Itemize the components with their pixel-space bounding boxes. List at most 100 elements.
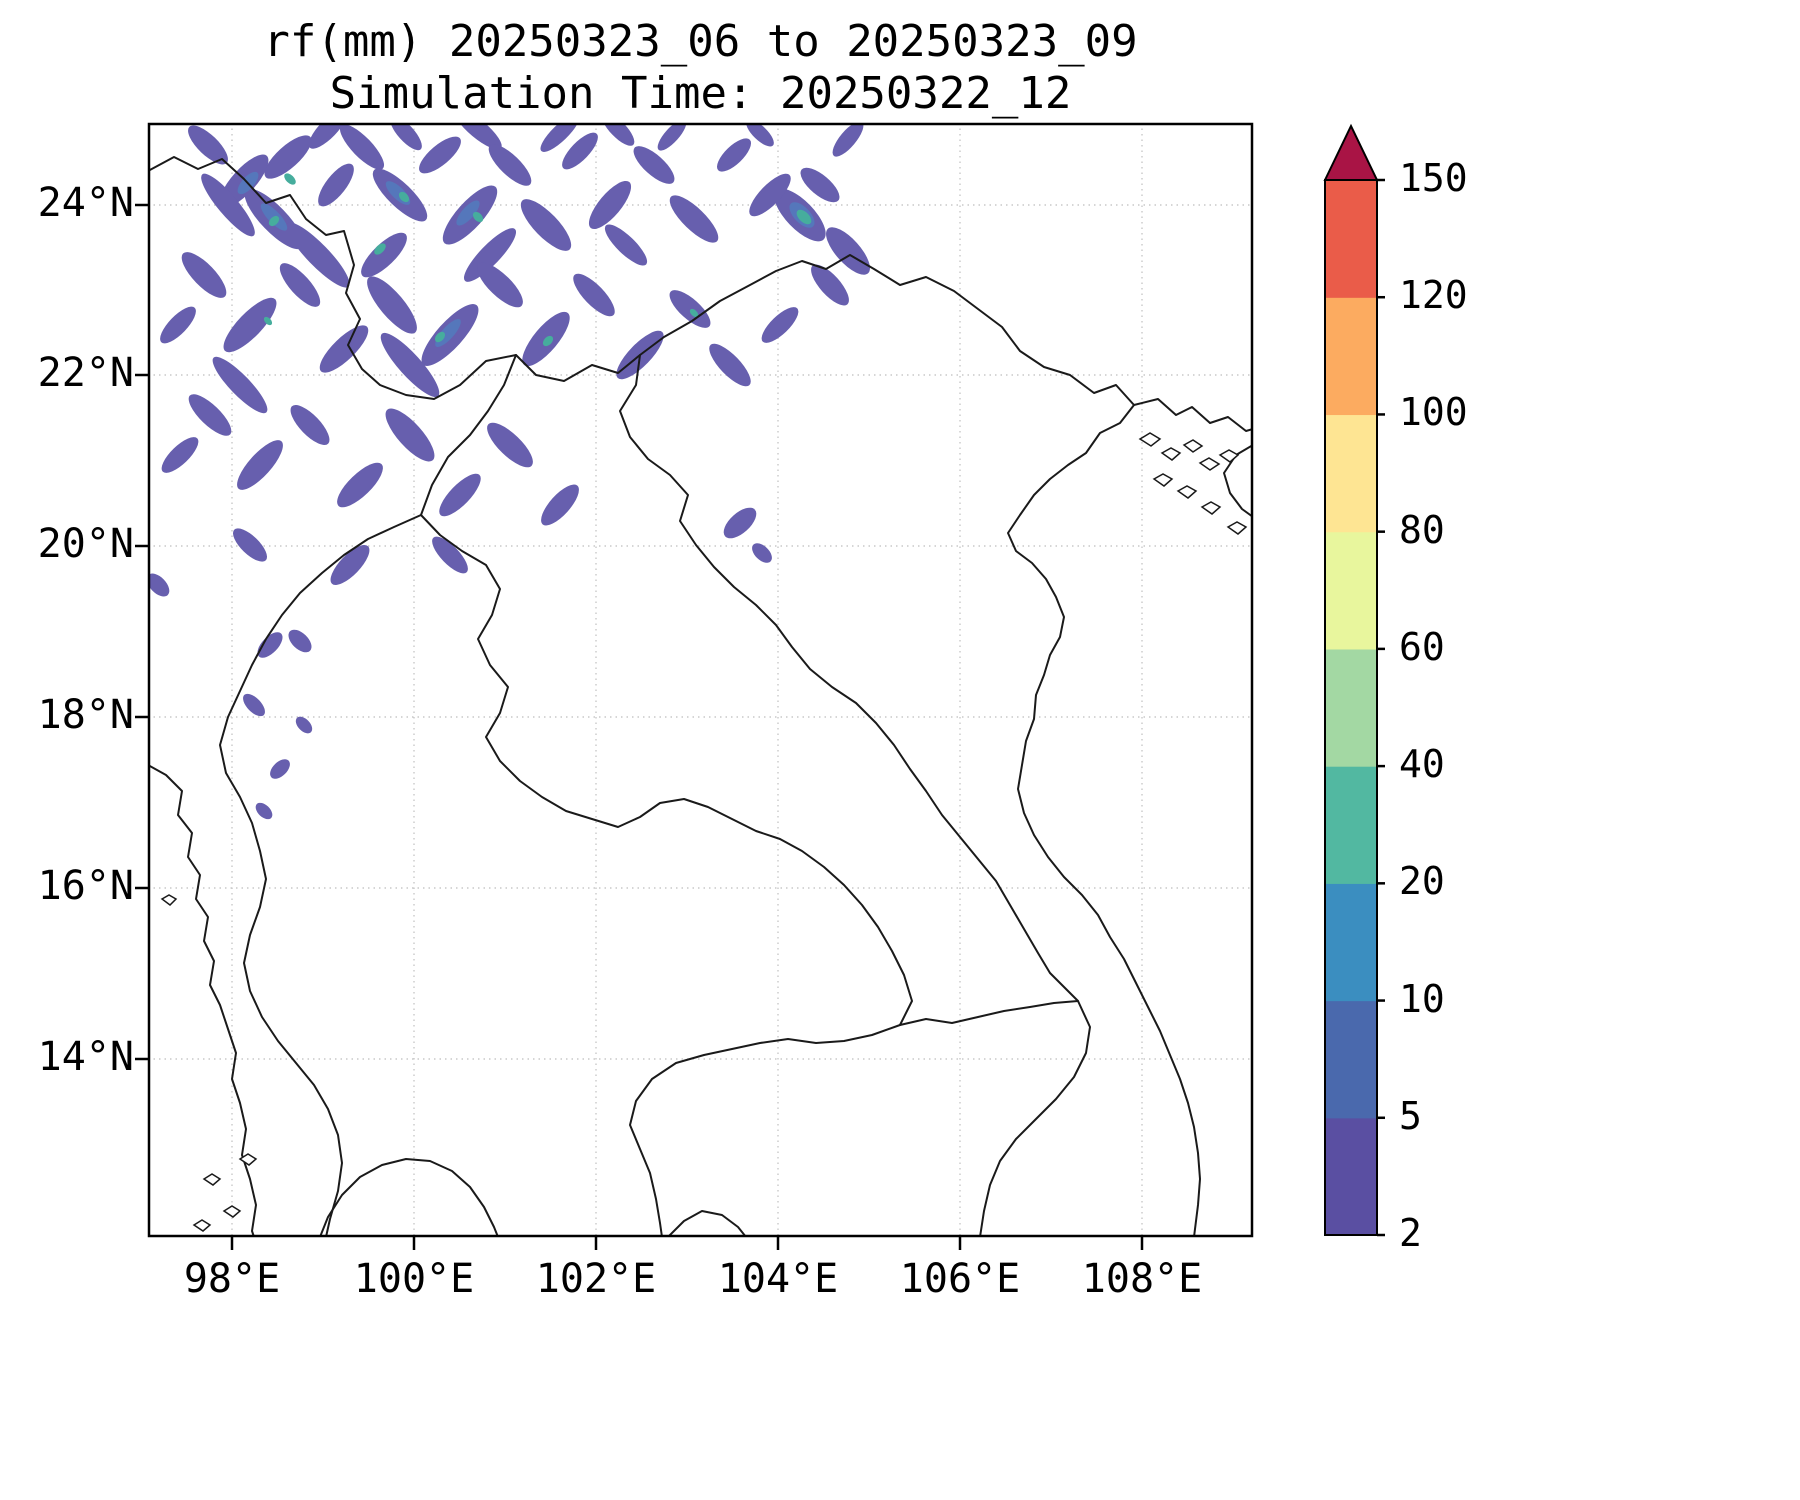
x-tick-label: 108°E: [1081, 1256, 1203, 1302]
precip-cell: [746, 123, 774, 147]
border-china: [148, 156, 1253, 432]
precip-cell: [318, 163, 354, 207]
x-tick-label: 100°E: [353, 1256, 475, 1302]
precip-cell: [255, 802, 273, 820]
border-cambodia-laos-vietnam: [899, 1000, 1091, 1237]
coast-vietnam: [1007, 404, 1201, 1237]
border-thailand-cambodia: [629, 1024, 901, 1237]
precip-cell: [716, 138, 752, 172]
colorbar-tick-label: 20: [1399, 859, 1445, 904]
precip-cell: [477, 262, 523, 308]
precip-cell: [601, 123, 635, 146]
precip-cell: [264, 135, 312, 179]
precip-cell: [723, 507, 757, 539]
precip-cell: [148, 573, 170, 597]
colorbar-segment: [1325, 297, 1377, 416]
precip-cell: [201, 173, 255, 237]
coast-gulf-of-thailand: [319, 1158, 499, 1237]
precip-cell: [380, 332, 440, 398]
border-laos-vietnam: [619, 354, 1079, 1002]
colorbar-segment: [1325, 531, 1377, 650]
precip-cell: [419, 136, 461, 174]
precip-cell: [454, 123, 502, 150]
islands: [160, 432, 1248, 1232]
border-thailand-laos: [420, 354, 913, 1026]
precip-cell: [330, 545, 370, 585]
precip-cell: [752, 543, 772, 563]
colorbar-extend-triangle: [1323, 123, 1379, 181]
precip-cell: [588, 180, 632, 230]
precip-cell: [398, 191, 410, 203]
precip-cell: [374, 243, 386, 255]
precip-cell: [832, 123, 864, 157]
precip-cell: [796, 209, 812, 225]
precip-cell: [161, 437, 199, 473]
precip-cell: [212, 356, 268, 414]
graticule: [148, 123, 1253, 1237]
precip-cell: [286, 222, 350, 288]
precip-cell: [237, 440, 283, 490]
precip-cell: [361, 232, 407, 278]
precip-cell: [232, 528, 268, 562]
precip-cell: [800, 167, 840, 203]
precip-cell: [339, 124, 385, 170]
y-tick-label: 16°N: [37, 863, 134, 909]
y-tick-label: 22°N: [37, 350, 134, 396]
precip-cell: [669, 195, 719, 243]
precip-cell: [257, 632, 283, 658]
colorbar-tick-label: 10: [1399, 976, 1445, 1021]
precip-cell: [669, 290, 711, 328]
precip-cell: [811, 264, 849, 306]
colorbar-tick-label: 100: [1399, 390, 1468, 435]
precip-cell: [188, 125, 228, 165]
precip-cell: [488, 144, 532, 186]
precip-field: [148, 123, 870, 820]
precip-cell: [657, 123, 687, 151]
precip-cell: [295, 716, 313, 734]
precip-cell: [308, 123, 348, 149]
colorbar-segment: [1325, 1117, 1377, 1236]
plot-title: rf(mm) 20250323_06 to 20250323_09: [263, 16, 1138, 67]
precip-cell: [181, 252, 227, 298]
precip-cell: [243, 693, 265, 717]
plot-frame: [147, 122, 1254, 1238]
precip-cell: [268, 215, 280, 227]
border-thailand-myanmar: [219, 514, 422, 1237]
precip-cell: [463, 228, 517, 282]
precip-cell: [633, 146, 675, 184]
precip-cell: [432, 536, 468, 574]
colorbar-tick-label: 120: [1399, 273, 1468, 318]
precip-cell: [439, 473, 481, 517]
colorbar-segment: [1325, 883, 1377, 1002]
colorbar-segment: [1325, 648, 1377, 767]
colorbar-tick-label: 5: [1399, 1093, 1422, 1138]
colorbar-segment: [1325, 414, 1377, 533]
colorbar-tick-label: 80: [1399, 507, 1445, 552]
x-tick-label: 104°E: [717, 1256, 839, 1302]
precip-cell: [604, 224, 648, 266]
precip-cell: [263, 316, 273, 326]
colorbar-segment: [1325, 766, 1377, 884]
coast-cambodia: [667, 1210, 747, 1237]
plot-subtitle: Simulation Time: 20250322_12: [329, 68, 1072, 119]
precip-cell: [223, 297, 277, 353]
x-tick-label: 102°E: [535, 1256, 657, 1302]
precip-cell: [288, 629, 312, 653]
precip-cell: [270, 759, 290, 779]
precip-cell: [160, 306, 196, 344]
x-tick-label: 106°E: [899, 1256, 1021, 1302]
precip-cell: [279, 263, 321, 307]
colorbar-segment: [1325, 180, 1377, 298]
colorbar-segment: [1325, 1000, 1377, 1119]
y-tick-label: 18°N: [37, 692, 134, 738]
precip-cell: [435, 331, 445, 343]
precip-cell: [826, 227, 870, 275]
precip-cell: [284, 173, 296, 185]
precip-cell: [542, 335, 554, 347]
axis-ticks: [135, 203, 1144, 1250]
x-tick-label: 98°E: [183, 1256, 281, 1302]
precip-cell: [487, 422, 533, 468]
precip-cell: [188, 394, 232, 436]
precip-cell: [520, 199, 572, 251]
